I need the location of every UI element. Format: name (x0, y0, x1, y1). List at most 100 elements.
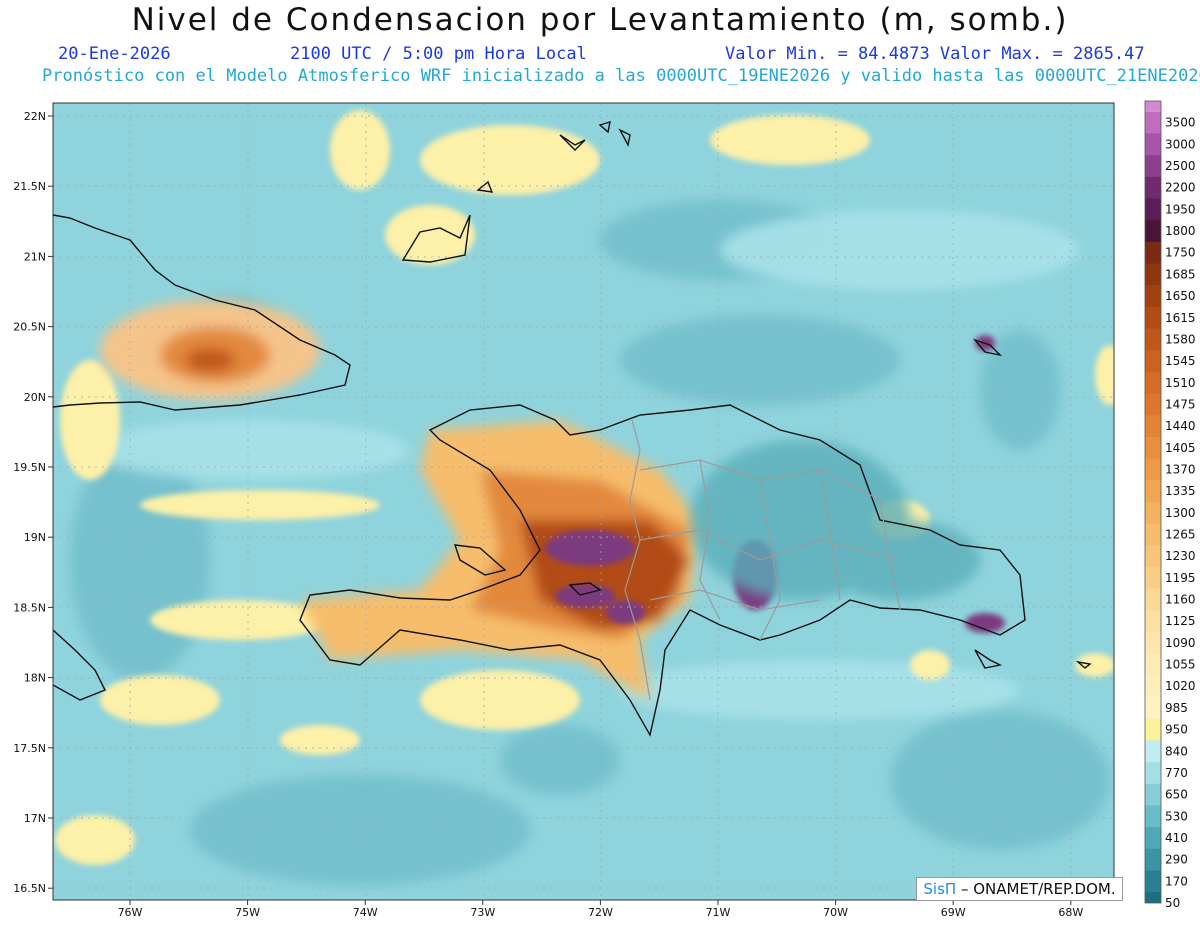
lat-tick-label: 22N (24, 110, 46, 123)
colorbar-bin (1145, 502, 1161, 525)
province-borders (624, 419, 901, 701)
colorbar-label: 950 (1165, 723, 1188, 737)
colorbar-bin (1145, 198, 1161, 221)
colorbar-bin (1145, 545, 1161, 568)
colorbar-bin (1145, 567, 1161, 590)
lat-tick-label: 18N (24, 672, 46, 685)
colorbar-label: 1230 (1165, 549, 1196, 563)
colorbar-label: 1265 (1165, 528, 1196, 542)
lon-tick-label: 72W (588, 906, 613, 919)
lon-tick-label: 75W (235, 906, 260, 919)
colorbar-bin (1145, 306, 1161, 330)
colorbar-label: 290 (1165, 853, 1188, 867)
colorbar-bin (1145, 220, 1161, 243)
colorbar-bin (1145, 848, 1161, 871)
colorbar-bin (1145, 371, 1161, 395)
colorbar-bin (1145, 740, 1161, 763)
lon-tick-label: 76W (118, 906, 143, 919)
lat-tick-label: 18.5N (13, 601, 46, 614)
colorbar-label: 3500 (1165, 116, 1196, 130)
latitude-axis: 22N 21.5N 21N 20.5N 20N 19.5N 19N 18.5N 18N 17.5N… (13, 110, 53, 895)
forecast-time: 2100 UTC / 5:00 pm Hora Local (290, 44, 587, 64)
colorbar-label: 1195 (1165, 571, 1196, 585)
colorbar-bin (1145, 263, 1161, 286)
credit-org: – ONAMET/REP.DOM. (960, 880, 1116, 898)
colorbar-end-high (1145, 101, 1161, 112)
value-min-max: Valor Min. = 84.4873 Valor Max. = 2865.4… (725, 44, 1145, 64)
colorbar-label: 1580 (1165, 332, 1196, 346)
colorbar-bin (1145, 458, 1161, 481)
colorbar-bin (1145, 350, 1161, 373)
colorbar-bin (1145, 155, 1161, 178)
lon-tick-label: 74W (353, 906, 378, 919)
colorbar-bin (1145, 610, 1161, 633)
credit-box: SisΠ – ONAMET/REP.DOM. (916, 877, 1123, 901)
colorbar-label: 1125 (1165, 614, 1196, 628)
colorbar: 3500 3000 2500 2200 1950 1800 1750 1685 1650 1615… (1144, 100, 1196, 910)
colorbar-bin (1145, 393, 1161, 416)
colorbar-bin (1145, 111, 1161, 135)
colorbar-label: 1370 (1165, 462, 1196, 476)
colorbar-bin (1145, 762, 1161, 785)
colorbar-label: 1615 (1165, 311, 1196, 325)
colorbar-frame (1144, 100, 1162, 904)
colorbar-label: 1405 (1165, 441, 1196, 455)
lat-tick-label: 19.5N (13, 461, 46, 474)
colorbar-label: 1335 (1165, 484, 1196, 498)
forecast-date: 20-Ene-2026 (58, 44, 171, 64)
colorbar-label: 170 (1165, 874, 1188, 888)
sispi-logo: SisΠ (923, 880, 957, 898)
lon-tick-label: 71W (706, 906, 731, 919)
colorbar-bin (1145, 241, 1161, 265)
colorbar-label: 50 (1165, 896, 1180, 910)
colorbar-label: 650 (1165, 788, 1188, 802)
colorbar-bin (1145, 523, 1161, 546)
colorbar-bin (1145, 805, 1161, 828)
colorbar-bin (1145, 133, 1161, 156)
lat-tick-label: 17N (24, 812, 46, 825)
colorbar-label: 530 (1165, 809, 1188, 823)
colorbar-end-low (1145, 892, 1161, 903)
coastlines (53, 120, 1092, 737)
lat-tick-label: 21.5N (13, 180, 46, 193)
colorbar-label: 1055 (1165, 658, 1196, 672)
shaded-field (55, 110, 1114, 885)
colorbar-label: 1510 (1165, 376, 1196, 390)
colorbar-label: 1475 (1165, 397, 1196, 411)
lat-tick-label: 19N (24, 531, 46, 544)
colorbar-label: 2500 (1165, 159, 1196, 173)
colorbar-label: 410 (1165, 831, 1188, 845)
colorbar-label: 985 (1165, 701, 1188, 715)
colorbar-bin (1145, 588, 1161, 611)
colorbar-label: 1650 (1165, 289, 1196, 303)
colorbar-label: 1160 (1165, 593, 1196, 607)
colorbar-bin (1145, 415, 1161, 438)
colorbar-label: 840 (1165, 744, 1188, 758)
colorbar-label: 1750 (1165, 246, 1196, 260)
longitude-axis: 76W 75W 74W 73W 72W 71W 70W 69W 68W (118, 900, 1083, 919)
colorbar-label: 1020 (1165, 679, 1196, 693)
colorbar-label: 1685 (1165, 267, 1196, 281)
graticule (53, 103, 1114, 900)
lon-tick-label: 73W (470, 906, 495, 919)
colorbar-label: 3000 (1165, 137, 1196, 151)
colorbar-bin (1145, 827, 1161, 850)
lat-tick-label: 17.5N (13, 742, 46, 755)
colorbar-bin (1145, 176, 1161, 200)
colorbar-bin (1145, 675, 1161, 698)
lat-tick-label: 16.5N (13, 882, 46, 895)
colorbar-label: 2200 (1165, 181, 1196, 195)
lon-tick-label: 69W (941, 906, 966, 919)
colorbar-label: 1800 (1165, 224, 1196, 238)
lat-tick-label: 21N (24, 250, 46, 263)
colorbar-label: 1545 (1165, 354, 1196, 368)
lon-tick-label: 70W (823, 906, 848, 919)
colorbar-label: 1300 (1165, 506, 1196, 520)
colorbar-bin (1145, 480, 1161, 503)
colorbar-label: 1950 (1165, 202, 1196, 216)
lat-tick-label: 20.5N (13, 321, 46, 334)
colorbar-label: 1440 (1165, 419, 1196, 433)
colorbar-bin (1145, 718, 1161, 741)
colorbar-bin (1145, 436, 1161, 460)
